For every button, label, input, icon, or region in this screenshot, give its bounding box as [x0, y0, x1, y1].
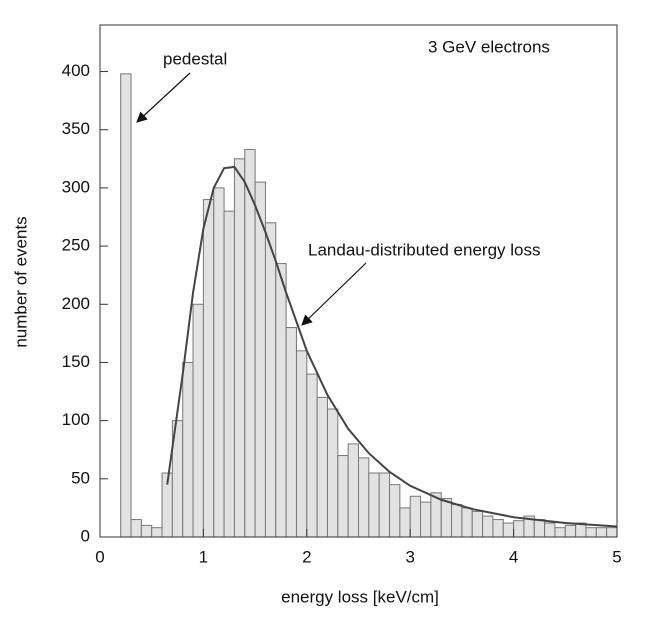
histogram-bar	[533, 519, 546, 538]
histogram-bar	[399, 507, 411, 538]
histogram-bar	[606, 527, 618, 538]
histogram-bar	[306, 373, 318, 538]
x-tick-label: 3	[405, 547, 414, 566]
x-tick-label: 0	[95, 547, 104, 566]
annotation: pedestal	[163, 49, 227, 68]
y-tick-label: 100	[62, 410, 90, 429]
histogram-bar	[326, 408, 339, 538]
histogram-bar	[213, 187, 225, 538]
histogram-bar	[389, 484, 401, 538]
histogram-bar	[595, 527, 608, 538]
histogram-bar	[420, 501, 432, 538]
annotation-arrow	[301, 262, 367, 326]
histogram-bar	[233, 158, 246, 538]
histogram-bar	[151, 527, 163, 538]
histogram-bar	[378, 472, 391, 538]
histogram-bar	[544, 522, 556, 538]
histogram-bar	[585, 527, 597, 538]
x-tick-label: 2	[302, 547, 311, 566]
histogram-bar	[316, 396, 328, 538]
histogram-bar	[295, 350, 308, 538]
histogram-bar	[440, 498, 453, 538]
histogram-bar	[140, 524, 153, 538]
histogram-bar	[461, 507, 473, 538]
x-tick-label: 4	[509, 547, 518, 566]
histogram-bar	[223, 210, 235, 538]
y-axis-label: number of events	[11, 216, 30, 347]
histogram-bar	[285, 327, 297, 538]
y-tick-label: 300	[62, 177, 90, 196]
y-tick-label: 50	[71, 468, 90, 487]
y-tick-label: 200	[62, 294, 90, 313]
histogram-bar	[192, 303, 204, 538]
histogram-bar	[368, 472, 380, 538]
histogram-bar	[264, 222, 277, 538]
histogram-bar	[120, 73, 132, 538]
histogram-bar	[451, 503, 463, 538]
y-tick-label: 350	[62, 119, 90, 138]
x-axis-label: energy loss [keV/cm]	[281, 587, 439, 606]
plot-frame	[99, 24, 618, 538]
histogram-bar	[202, 199, 215, 538]
histogram-bar	[337, 455, 349, 538]
fit-curve	[166, 165, 618, 528]
y-tick-label: 400	[62, 61, 90, 80]
histogram-bar	[471, 510, 484, 538]
histogram-bar	[347, 443, 360, 538]
y-tick-label: 0	[81, 526, 90, 545]
y-tick-label: 150	[62, 352, 90, 371]
histogram-bar	[554, 527, 566, 538]
histogram-bar	[409, 495, 422, 538]
histogram-bar	[275, 263, 287, 538]
x-tick-label: 1	[199, 547, 208, 566]
x-tick-label: 5	[612, 547, 621, 566]
annotation: 3 GeV electrons	[428, 37, 550, 56]
histogram-bar	[130, 519, 142, 538]
histogram-bar	[492, 519, 504, 538]
histogram-bar	[482, 515, 494, 538]
histogram-bar	[564, 524, 577, 538]
annotation-arrow	[136, 72, 191, 123]
histogram-bar	[513, 520, 525, 538]
histogram-bar	[358, 457, 370, 538]
y-tick-label: 250	[62, 236, 90, 255]
histogram-bar	[182, 361, 194, 538]
histogram-bar	[244, 149, 256, 538]
histogram-bar	[502, 522, 515, 538]
histogram-bar	[254, 181, 266, 538]
annotation: Landau-distributed energy loss	[308, 240, 540, 259]
